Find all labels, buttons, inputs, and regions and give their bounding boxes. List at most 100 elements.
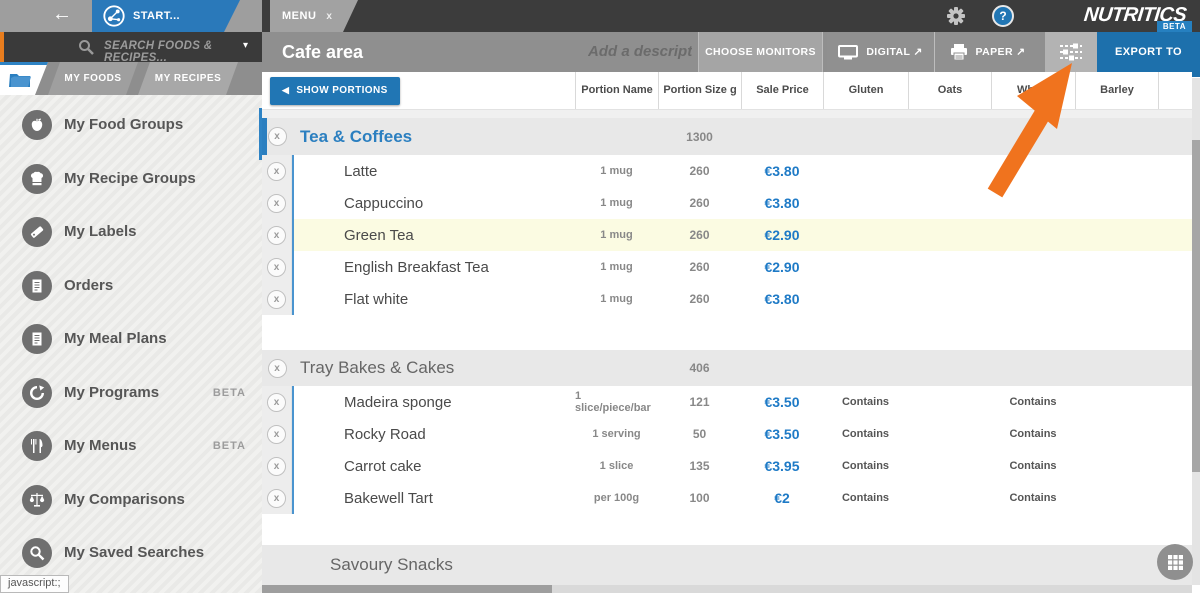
column-header-oats: Oats	[908, 72, 991, 109]
export-to-button[interactable]: EXPORT TO	[1097, 32, 1200, 72]
search-dropdown-caret-icon[interactable]: ▾	[242, 40, 248, 51]
item-portion-name: 1 slice/piece/bar	[575, 390, 651, 414]
grid-icon	[1167, 554, 1183, 570]
item-price: €3.80	[764, 163, 800, 179]
tab-menu-label: MENU	[282, 10, 317, 22]
section-portion-size: 1300	[686, 129, 713, 144]
item-price: €3.50	[764, 394, 800, 410]
item-price: €3.50	[764, 426, 800, 442]
back-arrow-icon[interactable]: ←	[52, 3, 72, 25]
sidebar-item-orders[interactable]: Orders	[0, 261, 262, 312]
item-portion-name: 1 mug	[600, 197, 633, 209]
paper-label: PAPER ↗	[975, 46, 1026, 58]
tag-icon	[30, 226, 44, 238]
item-portion-size: 50	[692, 427, 707, 441]
scales-icon	[29, 492, 45, 507]
item-price: €3.80	[764, 291, 800, 307]
menu-item-row[interactable]: x Carrot cake 1 slice 135 €3.95 Contains…	[262, 450, 1192, 482]
menu-item-row[interactable]: x Bakewell Tart per 100g 100 €2 Contains…	[262, 482, 1192, 514]
sidebar-item-my-saved-searches[interactable]: My Saved Searches	[0, 528, 262, 579]
item-portion-size: 260	[689, 228, 710, 242]
item-portion-name: 1 mug	[600, 165, 633, 177]
nutritics-molecule-icon	[102, 4, 126, 28]
sidebar-tabs: MY FOODS MY RECIPES	[0, 62, 262, 95]
digital-button[interactable]: DIGITAL ↗	[827, 32, 935, 72]
remove-section-button[interactable]: x	[267, 358, 287, 378]
sidebar-item-my-labels[interactable]: My Labels	[0, 207, 262, 258]
menu-item-row[interactable]: x Latte 1 mug 260 €3.80	[262, 155, 1192, 187]
menu-item-row-highlighted[interactable]: x Green Tea 1 mug 260 €2.90	[262, 219, 1192, 251]
remove-item-button[interactable]: x	[267, 225, 286, 245]
column-header-wheat: Wheat	[991, 72, 1075, 109]
grid-view-button[interactable]	[1157, 544, 1193, 580]
monitor-icon	[838, 44, 859, 59]
section-row-tray-bakes[interactable]: x Tray Bakes & Cakes 406	[262, 350, 1192, 386]
tab-start[interactable]: START...	[92, 0, 240, 32]
help-button[interactable]: ?	[992, 5, 1014, 27]
horizontal-scrollbar[interactable]	[262, 585, 1192, 593]
item-price: €2.90	[764, 227, 800, 243]
sidebar-item-my-food-groups[interactable]: My Food Groups	[0, 100, 262, 151]
menu-item-row[interactable]: x Madeira sponge 1 slice/piece/bar 121 €…	[262, 386, 1192, 418]
column-header-barley: Barley	[1075, 72, 1158, 109]
sidebar-item-label: My Meal Plans	[64, 330, 167, 347]
sidebar-item-my-recipe-groups[interactable]: My Recipe Groups	[0, 154, 262, 205]
item-name: Latte	[292, 155, 575, 187]
item-price: €3.95	[764, 458, 800, 474]
digital-label: DIGITAL ↗	[866, 46, 923, 58]
search-icon	[30, 546, 45, 561]
menu-title: Cafe area	[282, 42, 364, 62]
display-options-button[interactable]	[1045, 32, 1097, 72]
sidebar-item-my-menus[interactable]: My Menus BETA	[0, 421, 262, 472]
remove-item-button[interactable]: x	[267, 193, 286, 213]
menu-item-row[interactable]: x Cappuccino 1 mug 260 €3.80	[262, 187, 1192, 219]
remove-item-button[interactable]: x	[267, 161, 286, 181]
tab-menu-close-icon[interactable]: x	[326, 10, 332, 22]
tab-folders[interactable]	[0, 62, 48, 95]
tab-menu[interactable]: MENU x	[270, 0, 358, 32]
settings-button[interactable]	[946, 6, 966, 31]
section-portion-size: 406	[689, 361, 710, 375]
tab-my-foods[interactable]: MY FOODS	[48, 62, 138, 95]
column-header-sale-price: Sale Price	[741, 72, 823, 109]
remove-item-button[interactable]: x	[267, 456, 286, 476]
remove-item-button[interactable]: x	[267, 488, 286, 508]
remove-item-button[interactable]: x	[267, 424, 286, 444]
vertical-scrollbar[interactable]	[1192, 78, 1200, 585]
item-portion-size: 260	[689, 196, 710, 210]
vertical-scrollbar-thumb[interactable]	[1192, 140, 1200, 472]
item-name: English Breakfast Tea	[292, 251, 575, 283]
item-price: €2.90	[764, 259, 800, 275]
sidebar-item-my-meal-plans[interactable]: My Meal Plans	[0, 314, 262, 365]
remove-item-button[interactable]: x	[267, 289, 286, 309]
sidebar-scrollbar[interactable]	[259, 108, 262, 160]
section-row-savoury-snacks[interactable]: Savoury Snacks	[262, 545, 1192, 585]
menu-item-row[interactable]: x Flat white 1 mug 260 €3.80	[262, 283, 1192, 315]
sidebar-item-label: Orders	[64, 276, 114, 294]
remove-item-button[interactable]: x	[267, 257, 286, 277]
choose-monitors-button[interactable]: CHOOSE MONITORS	[698, 32, 823, 72]
sidebar: SEARCH FOODS & RECIPES... ▾ MY FOODS MY …	[0, 32, 262, 593]
remove-section-button[interactable]: x	[267, 127, 287, 146]
item-portion-name: 1 mug	[600, 229, 633, 241]
remove-item-button[interactable]: x	[267, 392, 286, 412]
description-input[interactable]: Add a descripti	[588, 43, 692, 60]
top-bar: ← START... MENU x ? NUTRITICS BETA	[0, 0, 1200, 32]
folder-icon	[9, 72, 31, 88]
tab-my-recipes[interactable]: MY RECIPES	[138, 62, 238, 95]
section-row-tea-coffees[interactable]: x Tea & Coffees 1300	[262, 118, 1192, 155]
item-portion-name: 1 serving	[592, 428, 641, 440]
menu-toolbar: Cafe area Add a descripti CHOOSE MONITOR…	[262, 32, 1200, 72]
allergen-wheat: Contains	[1009, 396, 1057, 408]
menu-item-row[interactable]: x English Breakfast Tea 1 mug 260 €2.90	[262, 251, 1192, 283]
paper-button[interactable]: PAPER ↗	[935, 32, 1040, 72]
sidebar-item-list: My Food Groups My Recipe Groups My Label…	[0, 95, 262, 593]
column-header-extra	[1158, 72, 1192, 109]
menu-item-row[interactable]: x Rocky Road 1 serving 50 €3.50 Contains…	[262, 418, 1192, 450]
horizontal-scrollbar-thumb[interactable]	[262, 585, 552, 593]
main-panel: Cafe area Add a descripti CHOOSE MONITOR…	[262, 32, 1200, 593]
sidebar-item-my-comparisons[interactable]: My Comparisons	[0, 475, 262, 526]
search-input[interactable]: SEARCH FOODS & RECIPES... ▾	[0, 32, 262, 64]
sidebar-item-my-programs[interactable]: My Programs BETA	[0, 368, 262, 419]
show-portions-button[interactable]: ◀ SHOW PORTIONS	[270, 76, 400, 105]
